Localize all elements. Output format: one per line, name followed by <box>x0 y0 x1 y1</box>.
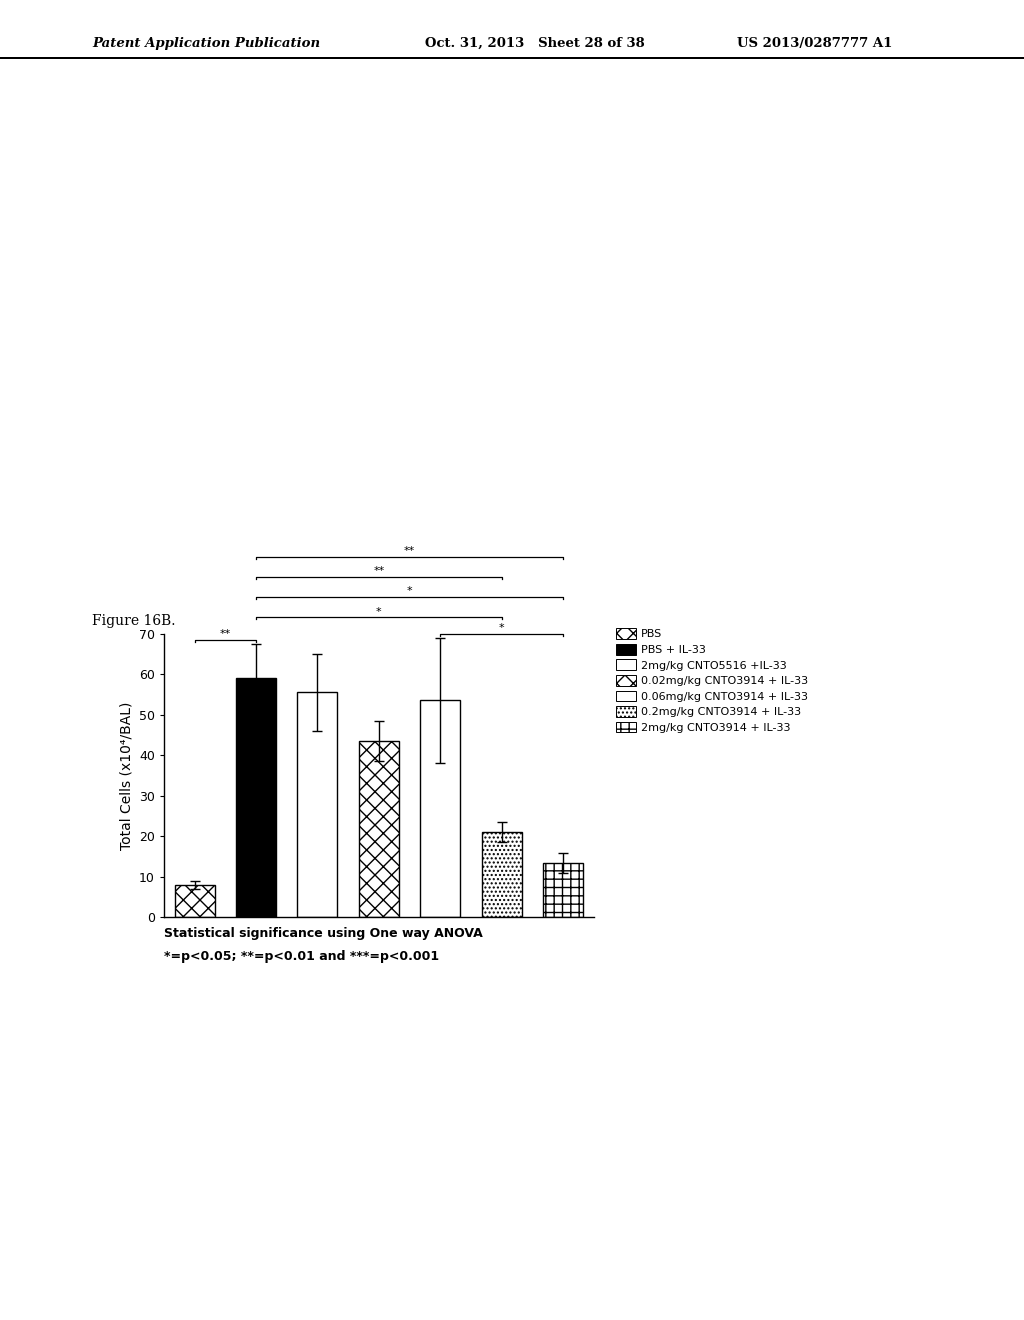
Text: *: * <box>407 586 413 597</box>
Text: **: ** <box>374 566 384 576</box>
Text: *: * <box>499 623 505 632</box>
Text: *=p<0.05; **=p<0.01 and ***=p<0.001: *=p<0.05; **=p<0.01 and ***=p<0.001 <box>164 950 439 964</box>
Bar <box>543 863 584 917</box>
Text: **: ** <box>220 628 230 639</box>
Legend: PBS, PBS + IL-33, 2mg/kg CNTO5516 +IL-33, 0.02mg/kg CNTO3914 + IL-33, 0.06mg/kg : PBS, PBS + IL-33, 2mg/kg CNTO5516 +IL-33… <box>612 624 812 737</box>
Bar <box>297 693 337 917</box>
Text: Figure 16B.: Figure 16B. <box>92 614 176 628</box>
Bar <box>236 678 275 917</box>
Text: Statistical significance using One way ANOVA: Statistical significance using One way A… <box>164 927 482 940</box>
Text: Patent Application Publication: Patent Application Publication <box>92 37 321 50</box>
Bar <box>481 833 521 917</box>
Text: Oct. 31, 2013   Sheet 28 of 38: Oct. 31, 2013 Sheet 28 of 38 <box>425 37 645 50</box>
Text: US 2013/0287777 A1: US 2013/0287777 A1 <box>737 37 893 50</box>
Y-axis label: Total Cells (x10⁴/BAL): Total Cells (x10⁴/BAL) <box>119 701 133 850</box>
Bar <box>174 884 215 917</box>
Bar <box>420 701 460 917</box>
Bar <box>358 741 398 917</box>
Text: **: ** <box>404 545 415 556</box>
Text: *: * <box>376 607 382 616</box>
